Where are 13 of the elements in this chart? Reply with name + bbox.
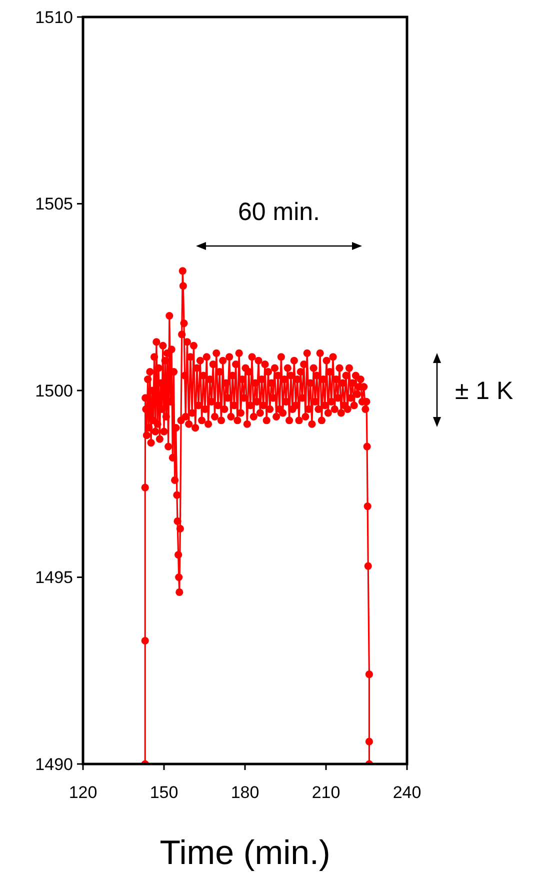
x-tick-label: 210	[312, 783, 340, 802]
x-tick-label: 180	[230, 783, 260, 802]
x-axis-title: Time (min.)	[160, 834, 330, 872]
y-tick-label: 1510	[35, 8, 73, 27]
y-tick-label: 1500	[35, 381, 73, 400]
y-tick-label: 1490	[35, 754, 73, 774]
x-tick-label: 120	[68, 783, 98, 802]
x-tick-label: 150	[150, 783, 178, 802]
text: ± 1 K	[455, 376, 514, 405]
annotation: 60 min.	[238, 198, 320, 226]
y-tick-label: 1495	[35, 568, 73, 588]
x-tick-label: 240	[392, 783, 422, 802]
y-tick-label: 1505	[35, 194, 73, 214]
